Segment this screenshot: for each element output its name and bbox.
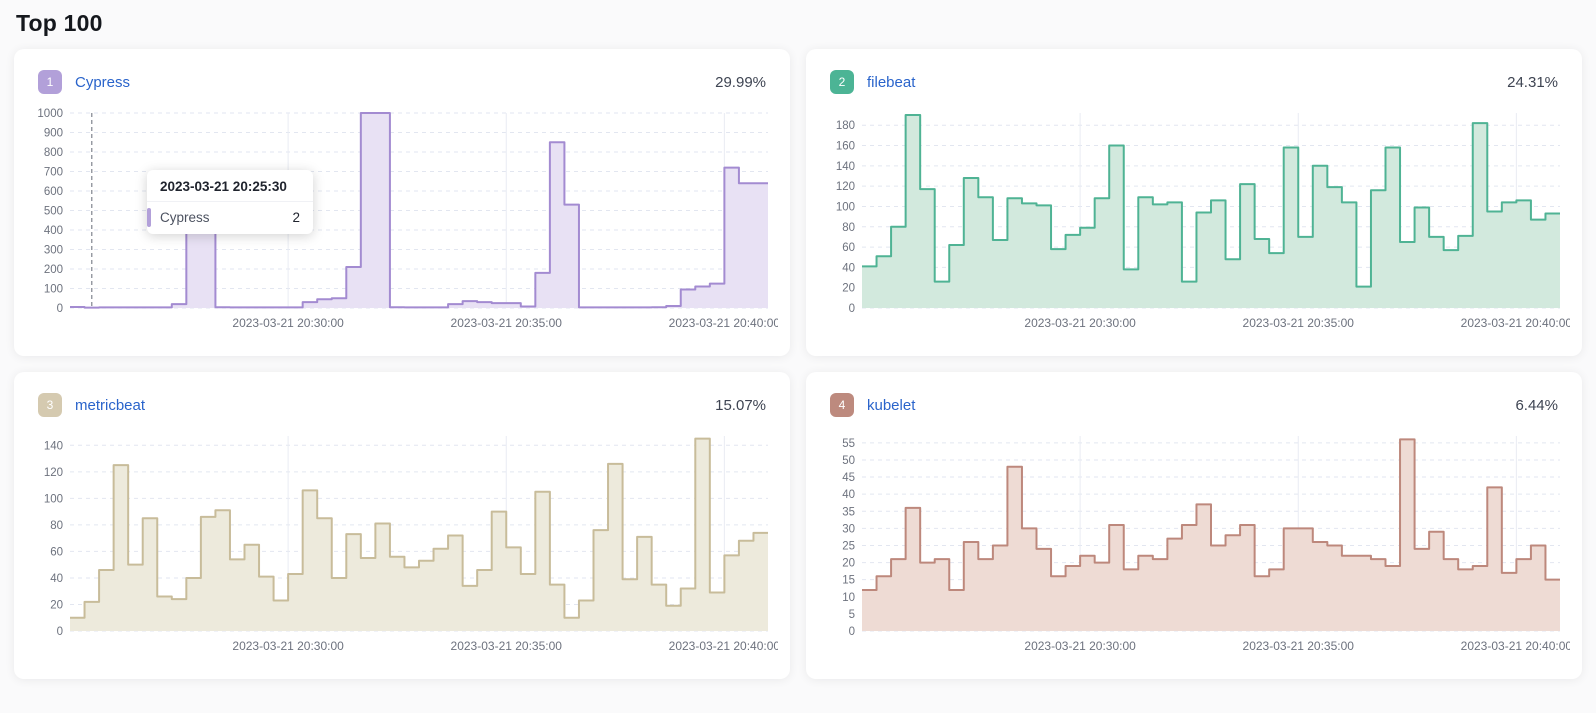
percent-value: 6.44% <box>1515 396 1558 414</box>
svg-text:35: 35 <box>842 506 855 518</box>
svg-text:15: 15 <box>842 575 855 587</box>
series-link-kubelet[interactable]: kubelet <box>867 396 916 414</box>
svg-text:60: 60 <box>842 242 855 254</box>
tooltip-series-row: Cypress 2 <box>147 202 313 227</box>
svg-text:80: 80 <box>842 222 855 234</box>
series-link-cypress[interactable]: Cypress <box>75 73 131 91</box>
svg-text:120: 120 <box>44 467 63 479</box>
svg-text:140: 140 <box>44 440 63 452</box>
chart-card-grid: 1 Cypress 29.99% 0 100 200 300 400 500 600 700 8… <box>14 49 1582 679</box>
svg-text:55: 55 <box>842 438 855 450</box>
svg-text:500: 500 <box>44 206 63 218</box>
svg-text:900: 900 <box>44 128 63 140</box>
svg-text:45: 45 <box>842 472 855 484</box>
chart-card-metricbeat: 3 metricbeat 15.07% 0 20 40 60 80 100 120 140 20… <box>14 372 790 679</box>
series-link-filebeat[interactable]: filebeat <box>867 73 916 91</box>
percent-value: 15.07% <box>715 396 766 414</box>
card-header: 4 kubelet 6.44% <box>818 392 1570 418</box>
svg-text:40: 40 <box>842 262 855 274</box>
svg-text:160: 160 <box>836 141 855 153</box>
svg-text:2023-03-21 20:30:00: 2023-03-21 20:30:00 <box>1024 316 1136 330</box>
svg-text:120: 120 <box>836 181 855 193</box>
svg-text:2023-03-21 20:40:00: 2023-03-21 20:40:00 <box>669 639 778 653</box>
kubelet-step-area-chart[interactable]: 0 5 10 15 20 25 30 35 40 45 50 55 2023-03-21 20:30:0… <box>818 426 1570 666</box>
svg-text:400: 400 <box>44 225 63 237</box>
svg-text:60: 60 <box>50 546 63 558</box>
chart-card-filebeat: 2 filebeat 24.31% 0 20 40 60 80 100 120 140 160 1… <box>806 49 1582 356</box>
svg-text:5: 5 <box>849 609 855 621</box>
svg-text:2023-03-21 20:30:00: 2023-03-21 20:30:00 <box>1024 639 1136 653</box>
svg-text:2023-03-21 20:30:00: 2023-03-21 20:30:00 <box>232 639 344 653</box>
svg-text:50: 50 <box>842 455 855 467</box>
chart-card-kubelet: 4 kubelet 6.44% 0 5 10 15 20 25 30 35 40 45 50 55 20… <box>806 372 1582 679</box>
svg-text:2023-03-21 20:40:00: 2023-03-21 20:40:00 <box>1461 639 1570 653</box>
rank-badge: 1 <box>38 70 62 94</box>
tooltip-series-value: 2 <box>292 210 300 225</box>
svg-text:0: 0 <box>57 626 63 638</box>
svg-text:2023-03-21 20:40:00: 2023-03-21 20:40:00 <box>669 316 778 330</box>
card-header: 3 metricbeat 15.07% <box>26 392 778 418</box>
cypress-step-area-chart[interactable]: 0 100 200 300 400 500 600 700 800 900 1000 2023-03-… <box>26 103 778 343</box>
chart-tooltip: 2023-03-21 20:25:30 Cypress 2 <box>147 170 313 234</box>
svg-text:200: 200 <box>44 264 63 276</box>
tooltip-timestamp: 2023-03-21 20:25:30 <box>147 178 313 202</box>
svg-text:80: 80 <box>50 520 63 532</box>
svg-text:2023-03-21 20:35:00: 2023-03-21 20:35:00 <box>451 316 563 330</box>
svg-text:300: 300 <box>44 245 63 257</box>
percent-value: 24.31% <box>1507 73 1558 91</box>
svg-text:2023-03-21 20:30:00: 2023-03-21 20:30:00 <box>232 316 344 330</box>
svg-text:20: 20 <box>842 283 855 295</box>
svg-text:2023-03-21 20:35:00: 2023-03-21 20:35:00 <box>451 639 563 653</box>
svg-text:140: 140 <box>836 161 855 173</box>
svg-text:10: 10 <box>842 592 855 604</box>
svg-text:600: 600 <box>44 186 63 198</box>
series-marker <box>147 208 151 227</box>
page-title: Top 100 <box>16 10 103 36</box>
percent-value: 29.99% <box>715 73 766 91</box>
svg-text:40: 40 <box>842 489 855 501</box>
card-header: 2 filebeat 24.31% <box>818 69 1570 95</box>
tooltip-series-name: Cypress <box>160 210 210 225</box>
rank-badge: 4 <box>830 393 854 417</box>
rank-badge: 3 <box>38 393 62 417</box>
svg-text:2023-03-21 20:35:00: 2023-03-21 20:35:00 <box>1243 316 1355 330</box>
chart-card-cypress: 1 Cypress 29.99% 0 100 200 300 400 500 600 700 8… <box>14 49 790 356</box>
svg-text:0: 0 <box>849 626 855 638</box>
svg-text:100: 100 <box>44 284 63 296</box>
svg-text:25: 25 <box>842 540 855 552</box>
card-header: 1 Cypress 29.99% <box>26 69 778 95</box>
svg-text:800: 800 <box>44 147 63 159</box>
svg-text:2023-03-21 20:40:00: 2023-03-21 20:40:00 <box>1461 316 1570 330</box>
svg-text:40: 40 <box>50 573 63 585</box>
metricbeat-step-area-chart[interactable]: 0 20 40 60 80 100 120 140 2023-03-21 20:30:00 202… <box>26 426 778 666</box>
svg-text:100: 100 <box>836 201 855 213</box>
svg-text:100: 100 <box>44 493 63 505</box>
svg-text:0: 0 <box>849 303 855 315</box>
svg-text:0: 0 <box>57 303 63 315</box>
svg-text:2023-03-21 20:35:00: 2023-03-21 20:35:00 <box>1243 639 1355 653</box>
rank-badge: 2 <box>830 70 854 94</box>
filebeat-step-area-chart[interactable]: 0 20 40 60 80 100 120 140 160 180 2023-03-21 20:30… <box>818 103 1570 343</box>
svg-text:1000: 1000 <box>37 108 63 120</box>
svg-text:30: 30 <box>842 523 855 535</box>
svg-text:180: 180 <box>836 120 855 132</box>
svg-text:700: 700 <box>44 167 63 179</box>
series-link-metricbeat[interactable]: metricbeat <box>75 396 146 414</box>
svg-text:20: 20 <box>50 599 63 611</box>
svg-text:20: 20 <box>842 558 855 570</box>
